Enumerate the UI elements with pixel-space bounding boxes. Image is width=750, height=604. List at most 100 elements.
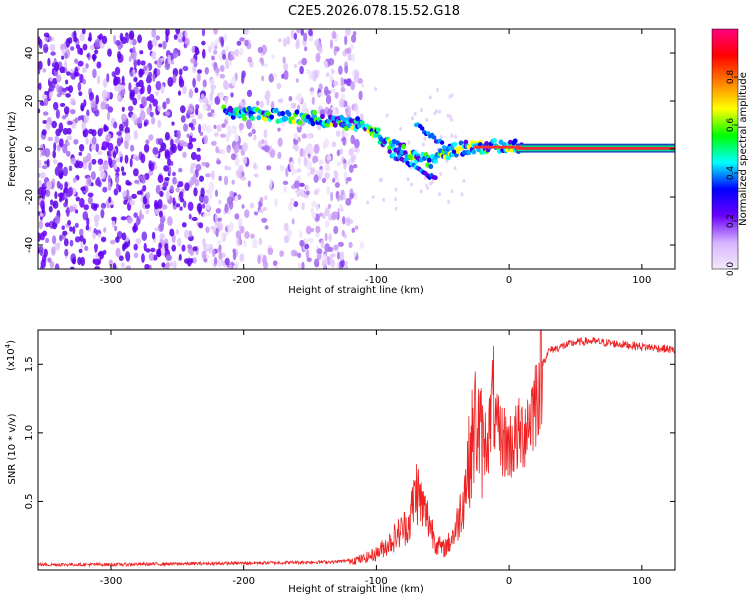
spectrogram-noise-cell	[43, 98, 49, 106]
spectrogram-tone-cell	[340, 122, 346, 128]
spectrogram-tone-cell	[266, 111, 271, 117]
spectrogram-noise-cell	[259, 100, 264, 108]
spectrogram-noise-cell	[419, 108, 423, 113]
spectrogram-noise-cell	[293, 169, 299, 174]
spectrogram-noise-cell	[425, 183, 429, 188]
spectrogram-noise-cell	[178, 181, 184, 188]
spectrogram-noise-cell	[131, 38, 137, 46]
spectrogram-noise-cell	[297, 136, 301, 143]
spectrogram-noise-cell	[83, 204, 89, 211]
spectrogram-noise-cell	[211, 140, 217, 146]
spectrogram-noise-cell	[50, 84, 56, 89]
spectrogram-noise-cell	[345, 216, 351, 227]
spectrogram-noise-cell	[40, 172, 46, 179]
spectrogram-noise-cell	[225, 57, 229, 67]
spectrogram-tone-cell	[280, 110, 286, 117]
spectrogram-noise-cell	[59, 102, 66, 107]
spectrogram-noise-cell	[54, 215, 61, 225]
spectrogram-noise-cell	[107, 106, 114, 113]
spectrogram-noise-cell	[178, 68, 183, 76]
spectrogram-noise-cell	[304, 243, 310, 250]
spectrogram-noise-cell	[94, 258, 100, 266]
spectrogram-noise-cell	[308, 29, 313, 36]
spectrogram-noise-cell	[213, 124, 217, 129]
spectrogram-noise-cell	[107, 111, 110, 121]
snr-scale-exponent: 4	[4, 343, 12, 348]
spectrogram-noise-cell	[385, 113, 389, 118]
spectrogram-noise-cell	[52, 200, 59, 209]
spectrogram-noise-cell	[42, 68, 47, 73]
spectrogram-noise-cell	[349, 193, 354, 200]
spectrogram-noise-cell	[113, 188, 119, 196]
spectrogram-noise-cell	[148, 134, 154, 141]
spectrogram-noise-cell	[129, 91, 135, 101]
spectrogram-noise-cell	[93, 243, 99, 250]
spectrogram-tone-cell	[242, 116, 247, 122]
spectrogram-noise-cell	[142, 100, 147, 107]
spectrogram-noise-cell	[158, 138, 164, 146]
spectrogram-noise-cell	[450, 133, 454, 138]
spectrogram-noise-cell	[453, 166, 457, 171]
spectrogram-noise-cell	[86, 109, 90, 117]
spectrogram-noise-cell	[253, 173, 259, 178]
spectrogram-noise-cell	[41, 129, 47, 136]
spectrogram-noise-cell	[269, 178, 273, 189]
spectrogram-noise-cell	[45, 189, 51, 198]
spectrogram-x-tick-label: -200	[232, 275, 255, 286]
spectrogram-noise-cell	[325, 90, 332, 95]
spectrogram-noise-cell	[58, 138, 64, 148]
spectrogram-noise-cell	[86, 217, 90, 227]
spectrogram-noise-cell	[183, 200, 187, 208]
spectrogram-noise-cell	[92, 68, 97, 79]
spectrogram-noise-cell	[272, 73, 278, 78]
spectrogram-noise-cell	[327, 155, 332, 161]
spectrogram-noise-cell	[293, 32, 298, 40]
spectrogram-noise-cell	[294, 188, 301, 194]
spectrogram-noise-cell	[53, 101, 59, 111]
spectrogram-noise-cell	[138, 213, 145, 220]
spectrogram-noise-cell	[122, 242, 128, 250]
spectrogram-noise-cell	[220, 36, 224, 46]
spectrogram-noise-cell	[214, 256, 218, 266]
spectrogram-noise-cell	[249, 202, 255, 209]
spectrogram-noise-cell	[344, 107, 349, 113]
spectrogram-noise-cell	[348, 241, 353, 248]
spectrogram-noise-cell	[63, 238, 69, 247]
spectrogram-noise-cell	[131, 52, 137, 61]
spectrogram-noise-cell	[329, 76, 333, 83]
spectrogram-noise-cell	[82, 43, 88, 51]
spectrogram-noise-cell	[202, 213, 207, 217]
spectrogram-y-tick-label: 0	[24, 146, 35, 152]
spectrogram-noise-cell	[67, 120, 73, 125]
spectrogram-noise-cell	[247, 180, 251, 188]
spectrogram-noise-cell	[143, 65, 148, 71]
spectrogram-noise-cell	[121, 171, 127, 176]
spectrogram-noise-cell	[232, 251, 237, 261]
spectrogram-noise-cell	[246, 89, 253, 97]
spectrogram-noise-cell	[140, 84, 145, 94]
spectrogram-noise-cell	[204, 67, 209, 75]
spectrogram-noise-cell	[48, 205, 53, 213]
spectrogram-noise-cell	[207, 112, 213, 117]
spectrogram-noise-cell	[162, 204, 168, 210]
spectrogram-noise-cell	[175, 29, 181, 35]
spectrogram-noise-cell	[308, 35, 314, 42]
spectrogram-noise-cell	[266, 165, 272, 171]
spectrogram-noise-cell	[359, 241, 364, 249]
spectrogram-noise-cell	[57, 145, 61, 152]
spectrogram-noise-cell	[217, 217, 223, 222]
spectrogram-noise-cell	[139, 68, 145, 76]
spectrogram-noise-cell	[81, 67, 87, 73]
spectrogram-noise-cell	[108, 196, 112, 204]
spectrogram-noise-cell	[172, 176, 177, 185]
spectrogram-noise-cell	[345, 198, 352, 206]
spectrogram-noise-cell	[86, 152, 92, 162]
spectrogram-tone-cell	[355, 116, 360, 122]
spectrogram-noise-cell	[38, 220, 44, 230]
spectrogram-noise-cell	[448, 94, 452, 99]
spectrogram-noise-cell	[175, 203, 181, 208]
spectrogram-tone-cell	[517, 145, 522, 149]
spectrogram-noise-cell	[211, 248, 216, 258]
spectrogram-noise-cell	[355, 108, 360, 118]
spectrogram-noise-cell	[299, 188, 305, 198]
